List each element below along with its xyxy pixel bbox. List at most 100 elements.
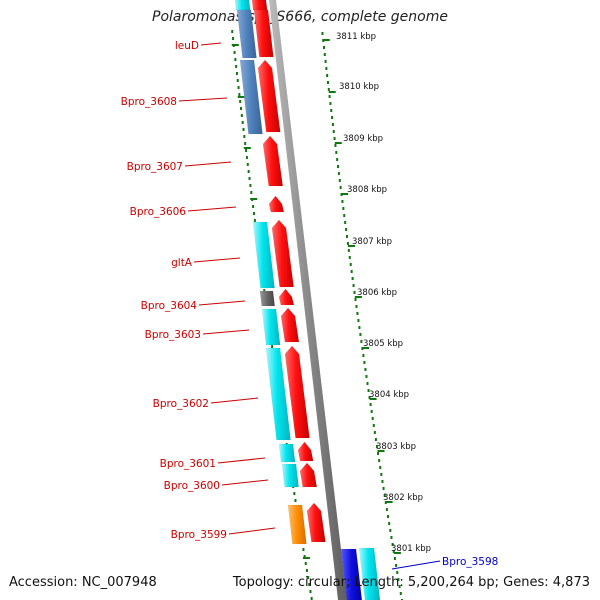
cds-arrow [253, 9, 274, 58]
outer-tick [330, 109, 333, 112]
outer-tick [387, 515, 390, 518]
inner-tick [252, 205, 255, 208]
outer-tick [321, 32, 324, 35]
inner-major-tick [250, 198, 258, 200]
outer-tick [399, 592, 402, 595]
inner-tick [309, 590, 312, 593]
outer-tick [374, 438, 377, 441]
label-leader-line [187, 206, 237, 212]
outer-tick [371, 417, 374, 420]
outer-tick [398, 585, 401, 588]
cds-arrow [251, 0, 268, 11]
gene-label-gltA: gltA [171, 257, 193, 269]
scale-label: 3806 kbp [357, 288, 397, 298]
label-leader-line [178, 97, 228, 102]
outer-tick [342, 207, 345, 210]
inner-tick [293, 492, 296, 495]
outer-tick [397, 578, 400, 581]
scale-label: 3809 kbp [343, 134, 383, 144]
cog-block [278, 443, 296, 463]
gene-label-Bpro_3603: Bpro_3603 [145, 329, 201, 341]
label-leader-line [228, 527, 276, 535]
cds-arrow [299, 462, 318, 488]
cog-block [239, 59, 263, 135]
inner-tick [238, 93, 241, 96]
cog-block [259, 290, 276, 307]
label-leader-line [221, 479, 269, 486]
outer-tick [364, 368, 367, 371]
outer-tick [372, 424, 375, 427]
cog-block [234, 0, 251, 11]
outer-tick [326, 81, 329, 84]
outer-tick [373, 431, 376, 434]
label-leaders [178, 42, 441, 570]
scale-label: 3803 kbp [376, 442, 416, 452]
outer-tick [338, 179, 341, 182]
outer-tick [388, 522, 391, 525]
outer-major-tick [322, 39, 330, 41]
outer-tick [355, 305, 358, 308]
label-leader-line [193, 257, 241, 263]
gene-label-Bpro_3607: Bpro_3607 [127, 161, 183, 173]
outer-tick [390, 536, 393, 539]
scale-label: 3808 kbp [347, 185, 387, 195]
outer-tick [377, 452, 380, 455]
label-leader-line [217, 457, 266, 464]
outer-tick [389, 529, 392, 532]
outer-tick [325, 67, 328, 70]
outer-tick [380, 473, 383, 476]
outer-tick [383, 494, 386, 497]
inner-tick [231, 30, 234, 33]
outer-tick [328, 95, 331, 98]
cog-block [340, 548, 363, 600]
cds-arrow [262, 135, 284, 187]
outer-tick [335, 151, 338, 154]
gene-label-Bpro_3600: Bpro_3600 [164, 480, 220, 492]
cds-arrow [297, 441, 314, 462]
cog-block [358, 547, 381, 600]
outer-tick [351, 277, 354, 280]
gene-label-Bpro_3598: Bpro_3598 [442, 556, 498, 568]
inner-tick [245, 149, 248, 152]
outer-major-tick [354, 296, 362, 298]
gene-label-Bpro_3604: Bpro_3604 [141, 300, 198, 312]
inner-tick [243, 135, 246, 138]
accession-text: Accession: NC_007948 [9, 575, 157, 590]
outer-tick [332, 130, 335, 133]
inner-tick [242, 128, 245, 131]
outer-tick [366, 382, 369, 385]
outer-tick [347, 249, 350, 252]
outer-major-tick [385, 501, 393, 503]
scale-label: 3810 kbp [339, 82, 379, 92]
scale-label: 3804 kbp [369, 390, 409, 400]
outer-major-tick [341, 193, 349, 195]
outer-tick [323, 53, 326, 56]
feature-tracks [234, 0, 381, 600]
outer-tick [379, 466, 382, 469]
outer-tick [327, 88, 330, 91]
inner-tick [240, 114, 243, 117]
outer-tick [357, 319, 360, 322]
outer-tick [344, 221, 347, 224]
gene-label-Bpro_3606: Bpro_3606 [130, 206, 187, 218]
label-leader-line [184, 161, 232, 167]
outer-major-tick [334, 142, 342, 144]
outer-tick [323, 46, 326, 49]
cds-arrow [280, 307, 300, 343]
map-title: Polaromonas sp. JS666, complete genome [152, 9, 448, 25]
scale-label: 3811 kbp [336, 32, 376, 42]
outer-tick [375, 445, 378, 448]
label-leader-line [202, 329, 250, 335]
outer-tick [331, 123, 334, 126]
outer-major-tick [377, 450, 385, 452]
gene-label-Bpro_3599: Bpro_3599 [171, 529, 227, 541]
outer-tick [339, 186, 342, 189]
label-leader-line [210, 397, 259, 404]
scale-label: 3801 kbp [391, 544, 431, 554]
inner-tick [240, 107, 243, 110]
inner-tick [247, 170, 250, 173]
inner-tick [232, 37, 235, 40]
inner-tick [246, 163, 249, 166]
inner-tick [252, 212, 255, 215]
outer-tick [346, 242, 349, 245]
